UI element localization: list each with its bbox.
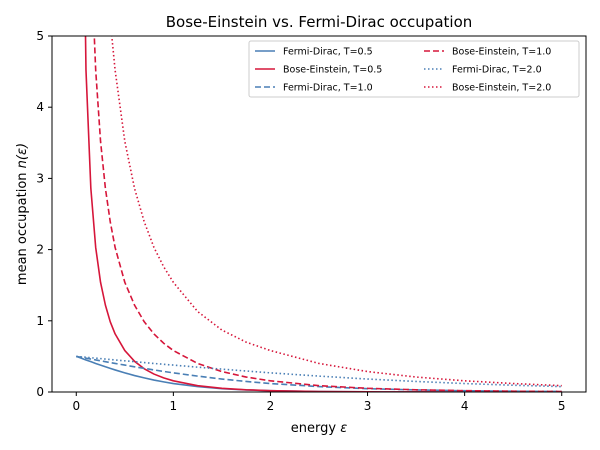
x-tick-label: 5 xyxy=(558,399,566,413)
series-line-3 xyxy=(76,355,562,392)
y-tick-label: 3 xyxy=(36,171,44,185)
chart-title: Bose-Einstein vs. Fermi-Dirac occupation xyxy=(166,13,473,31)
legend-box xyxy=(248,40,580,98)
y-axis: 0 1 2 3 4 5 xyxy=(36,29,52,399)
y-tick-label: 1 xyxy=(36,314,44,328)
y-tick-label: 0 xyxy=(36,385,44,399)
legend-label-2: Bose-Einstein, T=0.5 xyxy=(283,65,382,76)
x-tick-label: 0 xyxy=(72,399,80,413)
legend-label-1: Fermi-Dirac, T=0.5 xyxy=(283,47,373,58)
x-tick-label: 2 xyxy=(267,399,275,413)
x-tick-label: 1 xyxy=(170,399,178,413)
legend: Fermi-Dirac, T=0.5 Bose-Einstein, T=0.5 Fe… xyxy=(248,40,580,98)
series-line-4 xyxy=(93,36,562,392)
y-tick-label: 5 xyxy=(36,29,44,43)
series-line-6 xyxy=(110,36,562,387)
y-axis-label: mean occupation n(ε) xyxy=(15,143,30,285)
legend-label-3: Fermi-Dirac, T=1.0 xyxy=(283,83,373,94)
y-tick-label: 4 xyxy=(36,100,44,114)
x-axis-label: energy ε xyxy=(291,421,347,436)
x-tick-label: 3 xyxy=(364,399,372,413)
legend-label-5: Fermi-Dirac, T=2.0 xyxy=(452,65,542,76)
x-tick-label: 4 xyxy=(461,399,469,413)
legend-label-6: Bose-Einstein, T=2.0 xyxy=(452,83,551,94)
plot-frame xyxy=(51,35,587,393)
y-tick-label: 2 xyxy=(36,243,44,257)
x-axis: 0 1 2 3 4 5 xyxy=(72,392,566,413)
legend-label-4: Bose-Einstein, T=1.0 xyxy=(452,47,551,58)
series-line-5 xyxy=(76,355,562,388)
